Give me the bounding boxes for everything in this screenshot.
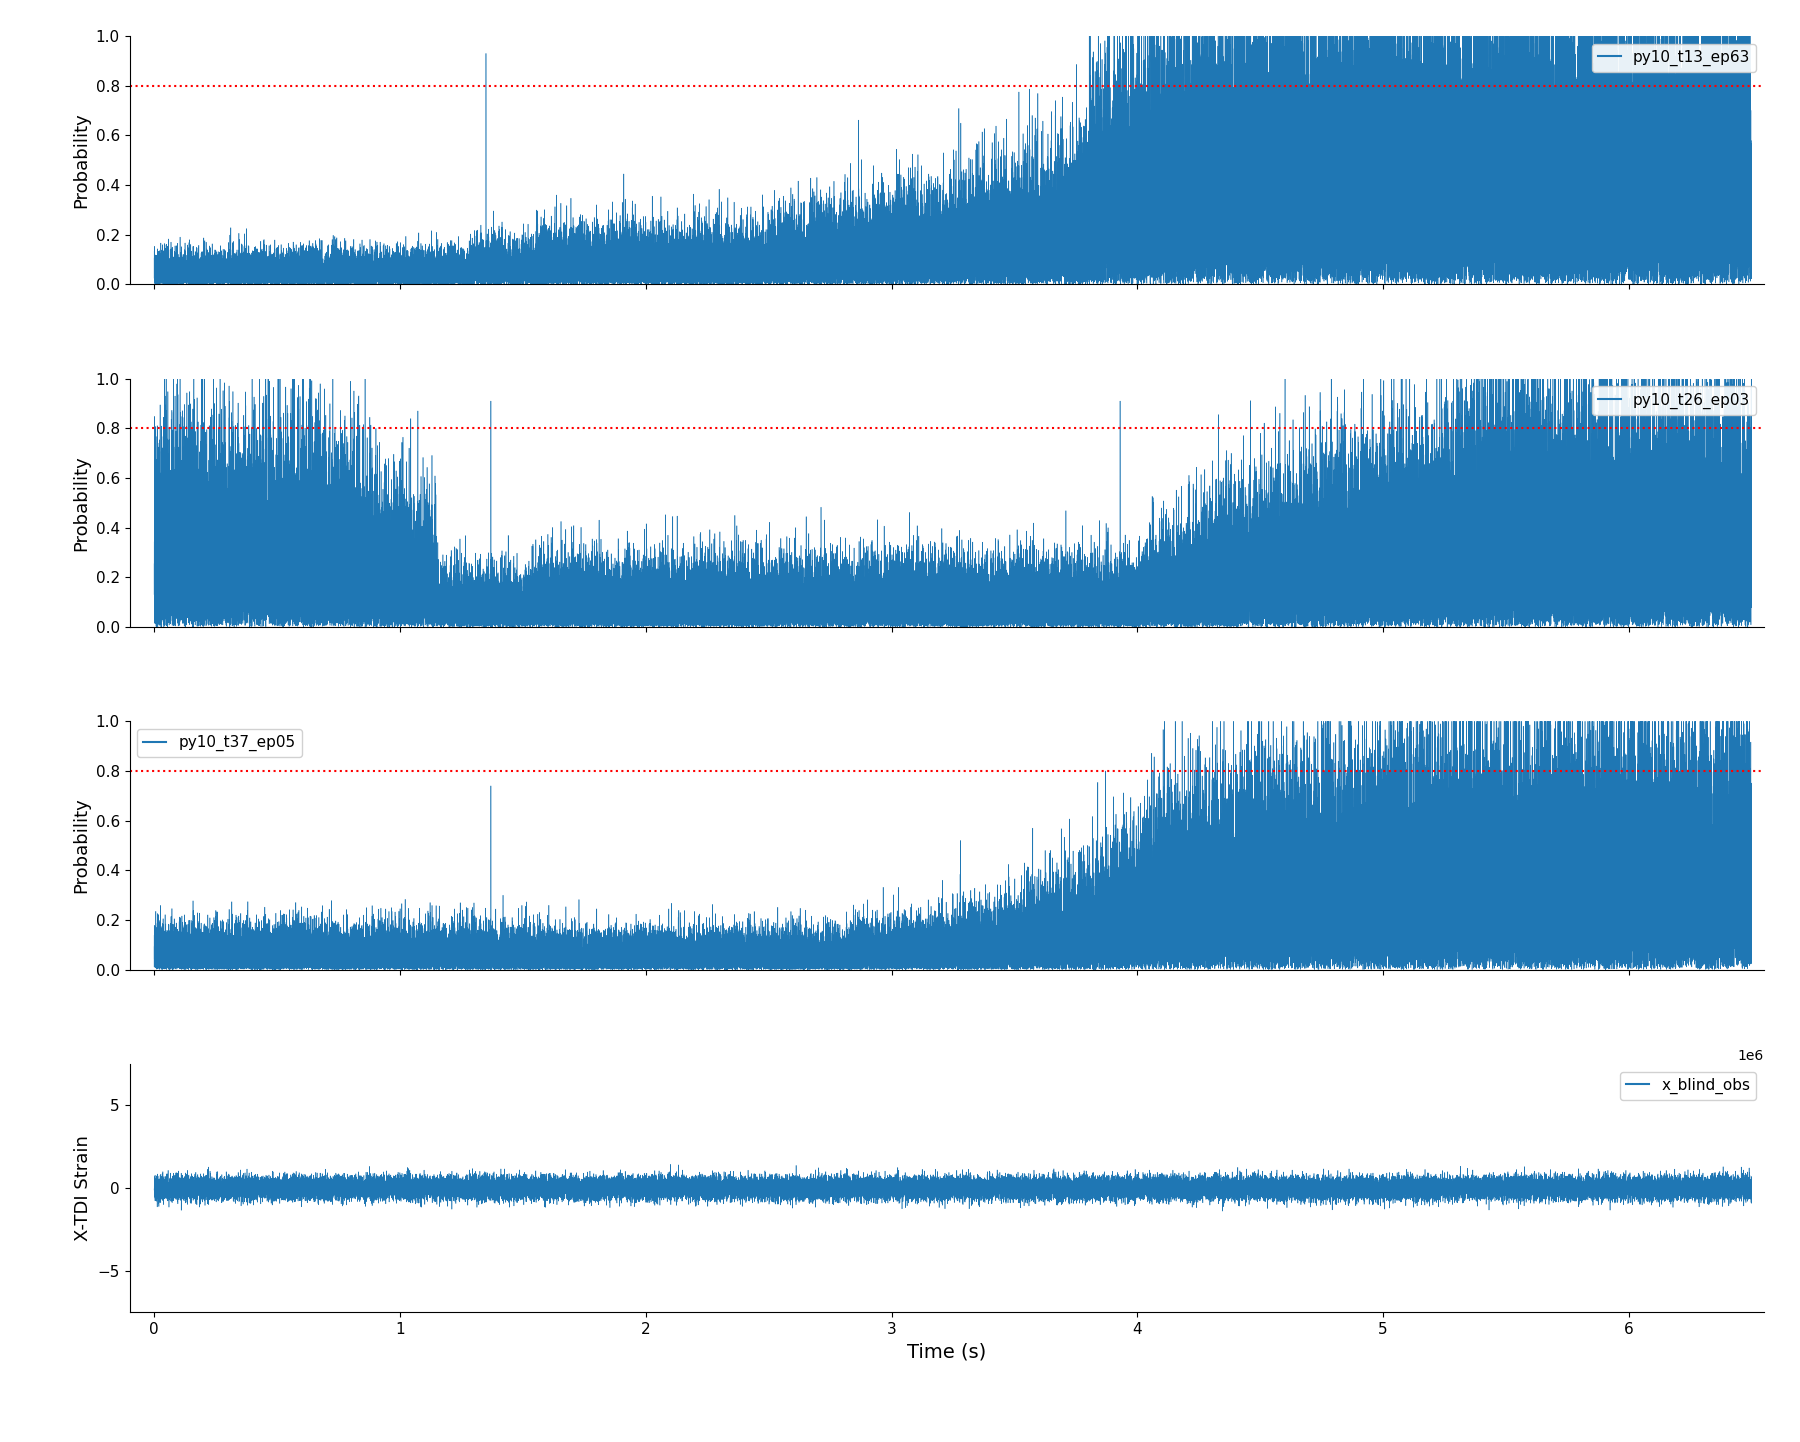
Legend: x_blind_obs: x_blind_obs	[1620, 1071, 1757, 1100]
Y-axis label: Probability: Probability	[72, 797, 90, 894]
Y-axis label: Probability: Probability	[72, 454, 90, 551]
X-axis label: Time (s): Time (s)	[907, 1343, 986, 1361]
Y-axis label: Probability: Probability	[72, 112, 90, 208]
Legend: py10_t13_ep63: py10_t13_ep63	[1591, 43, 1757, 72]
Legend: py10_t26_ep03: py10_t26_ep03	[1591, 386, 1757, 415]
Text: 1e6: 1e6	[1737, 1050, 1764, 1063]
Legend: py10_t37_ep05: py10_t37_ep05	[137, 730, 302, 757]
Y-axis label: X-TDI Strain: X-TDI Strain	[74, 1135, 92, 1242]
